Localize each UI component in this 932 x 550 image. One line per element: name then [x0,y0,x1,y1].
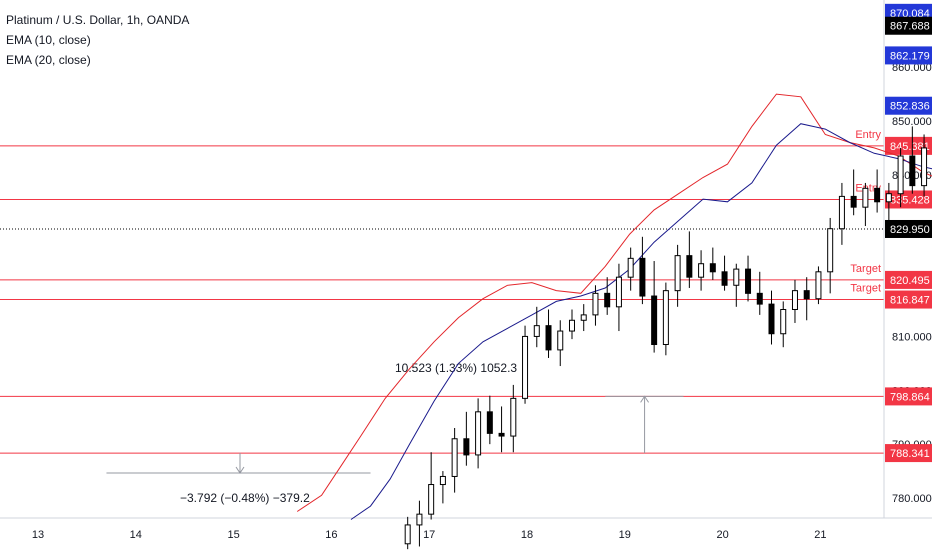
candle-body[interactable] [604,292,611,308]
candle-body[interactable] [874,187,881,203]
candle-body[interactable] [416,513,423,526]
level-note-label: Target [850,283,881,295]
candle-body[interactable] [686,255,693,278]
candle-body[interactable] [486,411,493,434]
candle-body[interactable] [838,195,845,230]
candle-body[interactable] [698,263,705,278]
candle-body[interactable] [568,319,575,332]
candle-body[interactable] [885,193,892,203]
price-tag[interactable] [885,96,932,115]
x-tick-label: 13 [32,529,44,541]
candle-body[interactable] [439,475,446,486]
symbol-title[interactable]: Platinum / U.S. Dollar, 1h, OANDA [6,13,190,27]
candle-body[interactable] [897,155,904,195]
price-tag-label: 835.428 [890,194,930,206]
level-note-label: Entry [855,129,881,141]
candle-body[interactable] [510,397,517,437]
candle-body[interactable] [862,187,869,208]
candle-body[interactable] [639,257,646,297]
measure-arrow-head [235,466,245,474]
candle-body[interactable] [909,155,916,187]
candle-body[interactable] [827,228,834,273]
x-tick-label: 14 [130,529,142,541]
price-tag-label: 852.836 [890,101,930,113]
candle-body[interactable] [815,271,822,300]
candle-body[interactable] [615,276,622,308]
candle-body[interactable] [733,268,740,286]
candle-body[interactable] [850,195,857,208]
price-tag[interactable] [885,387,932,406]
level-note-label: Target [850,263,881,275]
ema20-line [350,123,932,520]
candle-body[interactable] [404,524,411,545]
candle-body[interactable] [791,290,798,310]
x-tick-label: 18 [521,529,533,541]
candle-body[interactable] [921,147,928,187]
candle-body[interactable] [651,295,658,346]
price-tag-label: 862.179 [890,50,930,62]
price-tag-label: 816.847 [890,295,930,307]
measure-arrow-head [640,395,649,403]
candle-body[interactable] [475,411,482,456]
price-tag[interactable] [885,219,932,238]
candle-body[interactable] [545,325,552,351]
candle-body[interactable] [662,290,669,346]
x-tick-label: 19 [619,529,631,541]
ema20-legend[interactable]: EMA (20, close) [6,53,91,67]
y-tick-label: 850.000 [892,116,932,128]
x-tick-label: 16 [325,529,337,541]
measure-label[interactable]: −3.792 (−0.48%) −379.2 [180,491,310,505]
candle-body[interactable] [580,314,587,321]
price-tag[interactable] [885,136,932,155]
price-tag-label: 820.495 [890,275,930,287]
candle-body[interactable] [745,268,752,294]
measure-label[interactable]: 10.523 (1.33%) 1052.3 [395,361,517,375]
candle-body[interactable] [709,263,716,273]
candle-body[interactable] [557,330,564,351]
chart-legend: Platinum / U.S. Dollar, 1h, OANDA EMA (1… [6,10,189,70]
ema10-line [296,93,932,512]
price-tag[interactable] [885,270,932,289]
candle-body[interactable] [498,432,505,437]
candle-body[interactable] [451,438,458,477]
y-tick-label: 780.000 [892,493,932,505]
price-tag-label: 829.950 [890,224,930,236]
price-tag-label: 788.341 [890,448,930,460]
candle-body[interactable] [533,325,540,337]
y-tick-label: 860.000 [892,62,932,74]
price-tag-label: 845.381 [890,141,930,153]
y-tick-label: 810.000 [892,331,932,343]
price-tag[interactable] [885,290,932,309]
price-tag[interactable] [885,444,932,463]
price-tag[interactable] [885,16,932,35]
candle-body[interactable] [463,438,470,456]
candle-body[interactable] [721,271,728,286]
candle-body[interactable] [803,290,810,300]
price-tag-label: 798.864 [890,391,930,403]
candle-body[interactable] [674,255,681,292]
candle-body[interactable] [768,303,775,335]
price-tag-label: 867.688 [890,21,930,33]
candle-body[interactable] [428,484,435,515]
x-tick-label: 20 [716,529,728,541]
candle-body[interactable] [592,292,599,316]
price-tag[interactable] [885,190,932,209]
candle-body[interactable] [756,292,763,305]
price-tag[interactable] [885,46,932,65]
ema10-legend[interactable]: EMA (10, close) [6,33,91,47]
x-tick-label: 21 [814,529,826,541]
x-tick-label: 15 [227,529,239,541]
candle-body[interactable] [522,335,529,399]
candle-body[interactable] [627,257,634,278]
candle-body[interactable] [780,309,787,335]
x-tick-label: 17 [423,529,435,541]
